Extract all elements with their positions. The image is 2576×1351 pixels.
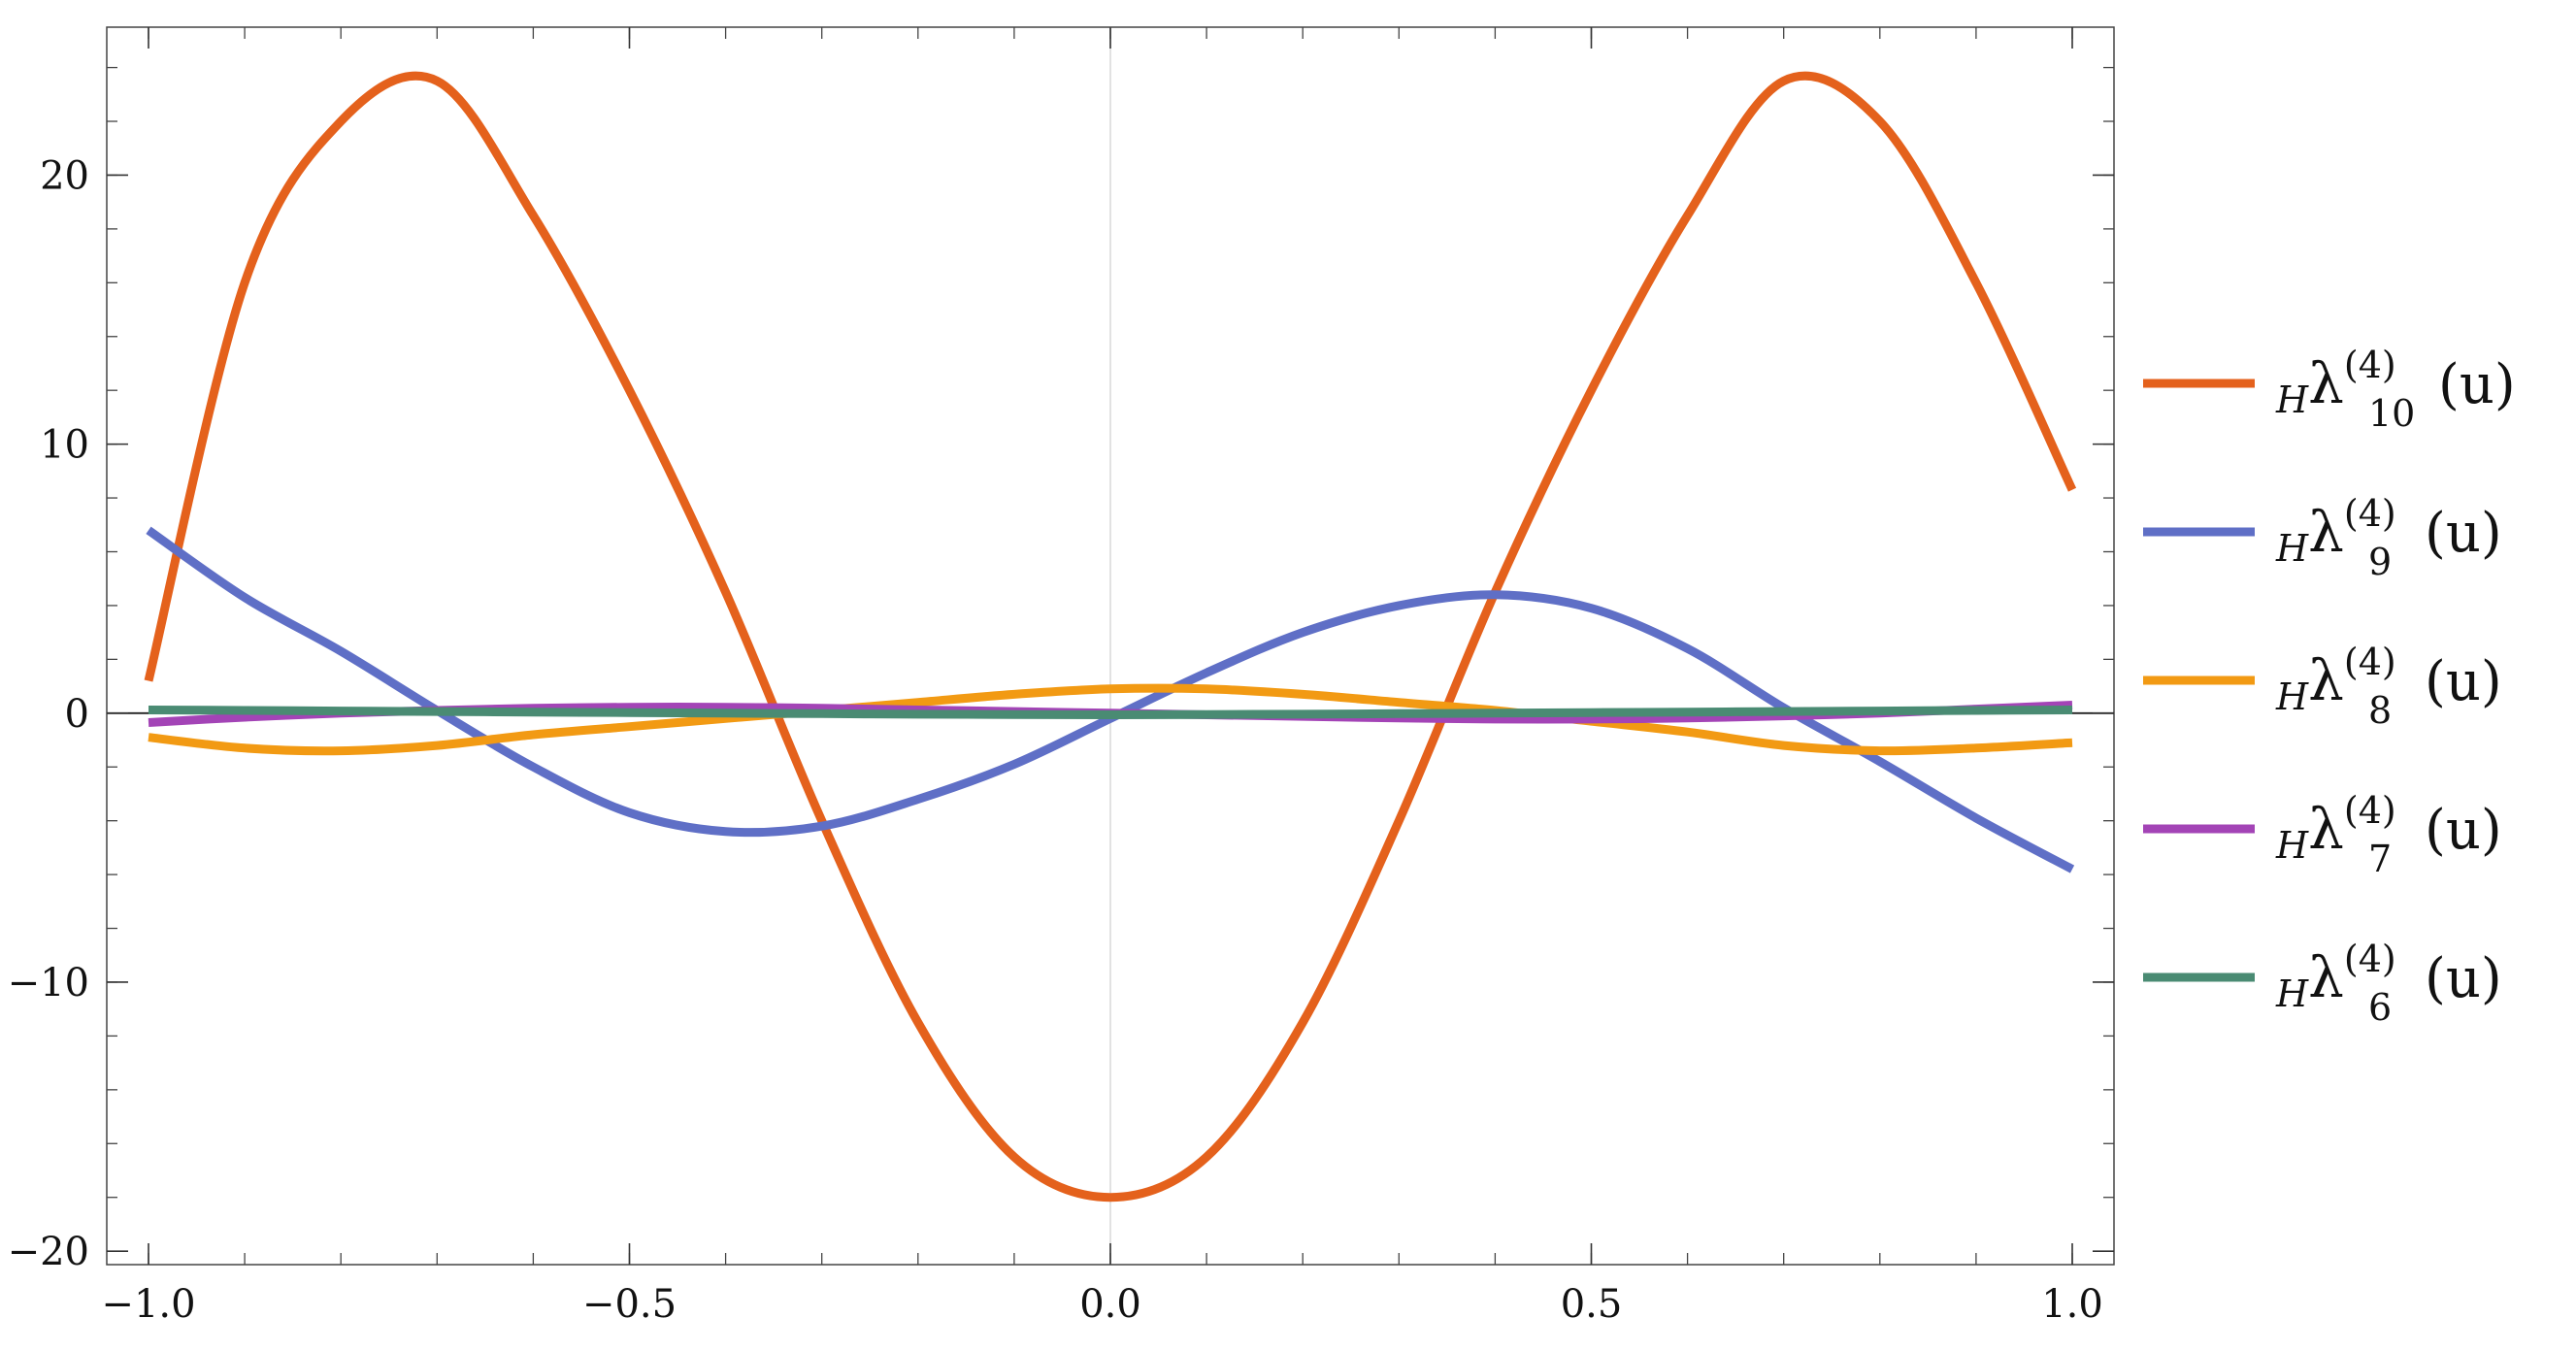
legend-symbol: λ <box>2308 944 2344 1010</box>
y-tick-label: 10 <box>40 423 89 468</box>
legend-entry-6: Hλ(4) 6 (u) <box>2143 938 2502 1029</box>
legend-symbol: λ <box>2308 796 2344 862</box>
series-layer <box>144 71 2077 1203</box>
x-tick-label: 1.0 <box>2041 1282 2103 1327</box>
legend-label: Hλ(4) 6 (u) <box>2275 938 2502 1029</box>
legend-prefix: H <box>2275 824 2309 867</box>
legend-subscript: 6 <box>2368 986 2392 1029</box>
y-tick-label: −10 <box>8 961 89 1005</box>
legend-subscript: 8 <box>2368 689 2392 732</box>
legend-suffix: (u) <box>2425 650 2502 713</box>
legend-prefix: H <box>2275 676 2309 718</box>
legend-label: Hλ(4) 7 (u) <box>2275 789 2502 880</box>
legend-suffix: (u) <box>2425 799 2502 862</box>
legend-label: Hλ(4) 9 (u) <box>2275 492 2502 583</box>
legend-suffix: (u) <box>2425 502 2502 565</box>
y-tick-label: −20 <box>8 1230 89 1274</box>
x-tick-label: −0.5 <box>582 1282 677 1327</box>
y-tick-label: 0 <box>65 692 89 737</box>
series-line-6 <box>148 706 2073 719</box>
legend-subscript: 7 <box>2368 838 2392 880</box>
axes-layer: −1.0 −0.5 0.0 0.5 1.0 −20 −10 0 10 20 <box>8 26 2115 1327</box>
legend-entry-9: Hλ(4) 9 (u) <box>2143 492 2502 583</box>
legend: Hλ(4) 10 (u)Hλ(4) 9 (u)Hλ(4) 8 (u)Hλ(4) 7 (u)Hλ(… <box>2143 344 2516 1029</box>
series-line-10 <box>144 71 2077 1203</box>
legend-entry-7: Hλ(4) 7 (u) <box>2143 789 2502 880</box>
legend-superscript: (4) <box>2344 344 2396 386</box>
series-line-8 <box>148 683 2073 756</box>
legend-label: Hλ(4) 10 (u) <box>2275 344 2516 435</box>
legend-suffix: (u) <box>2425 947 2502 1010</box>
x-tick-label: 0.5 <box>1561 1282 1623 1327</box>
legend-entry-10: Hλ(4) 10 (u) <box>2143 344 2516 435</box>
legend-superscript: (4) <box>2344 492 2396 535</box>
legend-suffix: (u) <box>2438 353 2516 416</box>
legend-symbol: λ <box>2308 499 2344 565</box>
legend-label: Hλ(4) 8 (u) <box>2275 641 2502 732</box>
legend-symbol: λ <box>2308 350 2344 416</box>
legend-prefix: H <box>2275 527 2309 570</box>
x-tick-label: 0.0 <box>1079 1282 1141 1327</box>
legend-subscript: 10 <box>2368 392 2415 435</box>
legend-prefix: H <box>2275 972 2309 1015</box>
x-tick-label: −1.0 <box>101 1282 195 1327</box>
legend-prefix: H <box>2275 379 2309 421</box>
legend-symbol: λ <box>2308 647 2344 713</box>
legend-superscript: (4) <box>2344 641 2396 683</box>
legend-superscript: (4) <box>2344 938 2396 980</box>
y-tick-label: 20 <box>40 153 89 198</box>
legend-entry-8: Hλ(4) 8 (u) <box>2143 641 2502 732</box>
legend-subscript: 9 <box>2368 541 2392 583</box>
legend-superscript: (4) <box>2344 789 2396 832</box>
